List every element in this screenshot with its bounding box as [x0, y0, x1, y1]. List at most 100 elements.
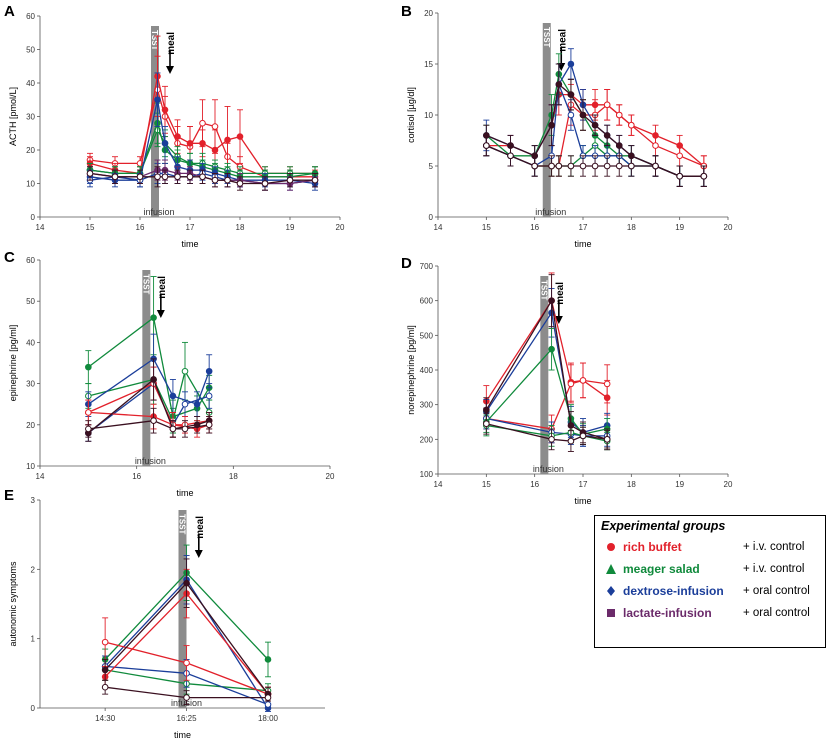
- data-point: [136, 173, 144, 181]
- x-tick-label: 18: [627, 480, 636, 489]
- panel-letter: C: [4, 249, 15, 266]
- tsst-bar: [178, 510, 187, 708]
- y-tick-label: 20: [26, 421, 35, 430]
- data-point: [652, 162, 659, 170]
- x-tick-label: 16: [530, 480, 539, 489]
- data-point: [85, 409, 92, 416]
- triangle-marker-icon: [606, 564, 616, 574]
- legend-control: + i.v. control: [743, 541, 805, 553]
- data-point: [150, 376, 157, 383]
- data-point: [211, 123, 219, 130]
- data-point: [181, 425, 189, 433]
- tsst-label: TSST: [542, 27, 551, 48]
- x-tick-label: 14: [36, 223, 45, 232]
- y-tick-label: 20: [424, 9, 433, 18]
- data-point: [548, 297, 555, 304]
- data-point: [199, 140, 206, 147]
- data-point: [186, 140, 194, 147]
- meal-label: meal: [555, 282, 566, 305]
- series-line: [89, 76, 315, 175]
- x-tick-label: 18:00: [258, 714, 279, 723]
- data-point: [615, 142, 623, 149]
- tsst-bar: [542, 23, 551, 217]
- data-point: [483, 420, 490, 428]
- y-tick-label: 60: [26, 256, 35, 265]
- data-point: [199, 119, 206, 127]
- series-line: [89, 87, 315, 178]
- data-point: [603, 101, 611, 109]
- data-point: [85, 363, 92, 371]
- infusion-label: infusion: [135, 456, 166, 466]
- data-point: [183, 659, 190, 667]
- x-tick-label: 18: [236, 223, 245, 232]
- data-point: [264, 694, 272, 701]
- data-point: [161, 173, 169, 181]
- y-axis-label: cortisol [µg/dl]: [406, 87, 416, 143]
- data-point: [531, 162, 538, 170]
- legend-label: rich buffet: [623, 540, 682, 554]
- data-point: [676, 152, 683, 160]
- legend-control: + oral control: [743, 585, 810, 597]
- tsst-bar: [540, 276, 549, 474]
- y-axis-label: norepinephrine [pg/ml]: [406, 325, 416, 415]
- x-axis-label: time: [574, 239, 591, 249]
- y-axis-label: autonomic symptoms: [8, 561, 18, 647]
- data-point: [548, 162, 555, 170]
- series-line: [486, 83, 704, 177]
- data-point: [286, 176, 294, 184]
- x-tick-label: 16:25: [177, 714, 198, 723]
- x-tick-label: 14: [434, 480, 443, 489]
- y-tick-label: 40: [26, 338, 35, 347]
- data-point: [169, 425, 177, 433]
- x-tick-label: 17: [579, 480, 588, 489]
- data-point: [615, 111, 623, 119]
- x-axis-label: time: [176, 488, 193, 498]
- y-tick-label: 1: [31, 635, 36, 644]
- data-point: [311, 176, 319, 184]
- x-axis-label: time: [574, 496, 591, 506]
- x-tick-label: 15: [482, 223, 491, 232]
- legend-label: dextrose-infusion: [623, 584, 724, 598]
- tsst-label: TSST: [539, 280, 548, 301]
- y-tick-label: 500: [420, 331, 434, 340]
- tsst-label: TSST: [141, 274, 150, 295]
- data-point: [483, 406, 490, 414]
- data-point: [555, 81, 563, 88]
- x-tick-label: 14:30: [95, 714, 116, 723]
- x-tick-label: 19: [286, 223, 295, 232]
- data-point: [261, 180, 269, 187]
- x-tick-label: 14: [36, 472, 45, 481]
- y-tick-label: 100: [420, 470, 434, 479]
- data-point: [205, 421, 213, 429]
- y-tick-label: 30: [26, 113, 35, 122]
- chart-panel-b: B 0 5 10 15 20 14 15 16 17 18 19 20 time cortisol [µg/…: [401, 3, 733, 249]
- x-tick-label: 19: [675, 480, 684, 489]
- x-tick-label: 20: [724, 223, 733, 232]
- data-point: [603, 380, 611, 388]
- data-point: [567, 60, 575, 68]
- tsst-label: TSST: [150, 30, 159, 51]
- data-point: [101, 638, 109, 646]
- data-point: [174, 173, 181, 181]
- y-tick-label: 30: [26, 380, 35, 389]
- legend-box: Experimental groups rich buffet + i.v. c…: [594, 515, 826, 648]
- data-point: [567, 162, 575, 170]
- series-line: [89, 99, 316, 185]
- x-tick-label: 18: [229, 472, 238, 481]
- y-tick-label: 50: [26, 46, 35, 55]
- x-tick-label: 17: [186, 223, 195, 232]
- data-point: [169, 392, 177, 400]
- series-dark-open: [86, 166, 319, 191]
- legend-control: + oral control: [743, 607, 810, 619]
- y-tick-label: 2: [31, 565, 36, 574]
- legend-item-lactate-infusion: lactate-infusion + oral control: [601, 604, 823, 624]
- data-point: [161, 140, 169, 147]
- meal-arrowhead-icon: [194, 550, 203, 558]
- data-point: [205, 392, 213, 400]
- meal-arrowhead-icon: [166, 66, 174, 74]
- meal-label: meal: [195, 516, 206, 539]
- x-tick-label: 16: [132, 472, 141, 481]
- series-dark-open: [101, 679, 272, 705]
- data-point: [186, 173, 194, 181]
- y-tick-label: 50: [26, 297, 35, 306]
